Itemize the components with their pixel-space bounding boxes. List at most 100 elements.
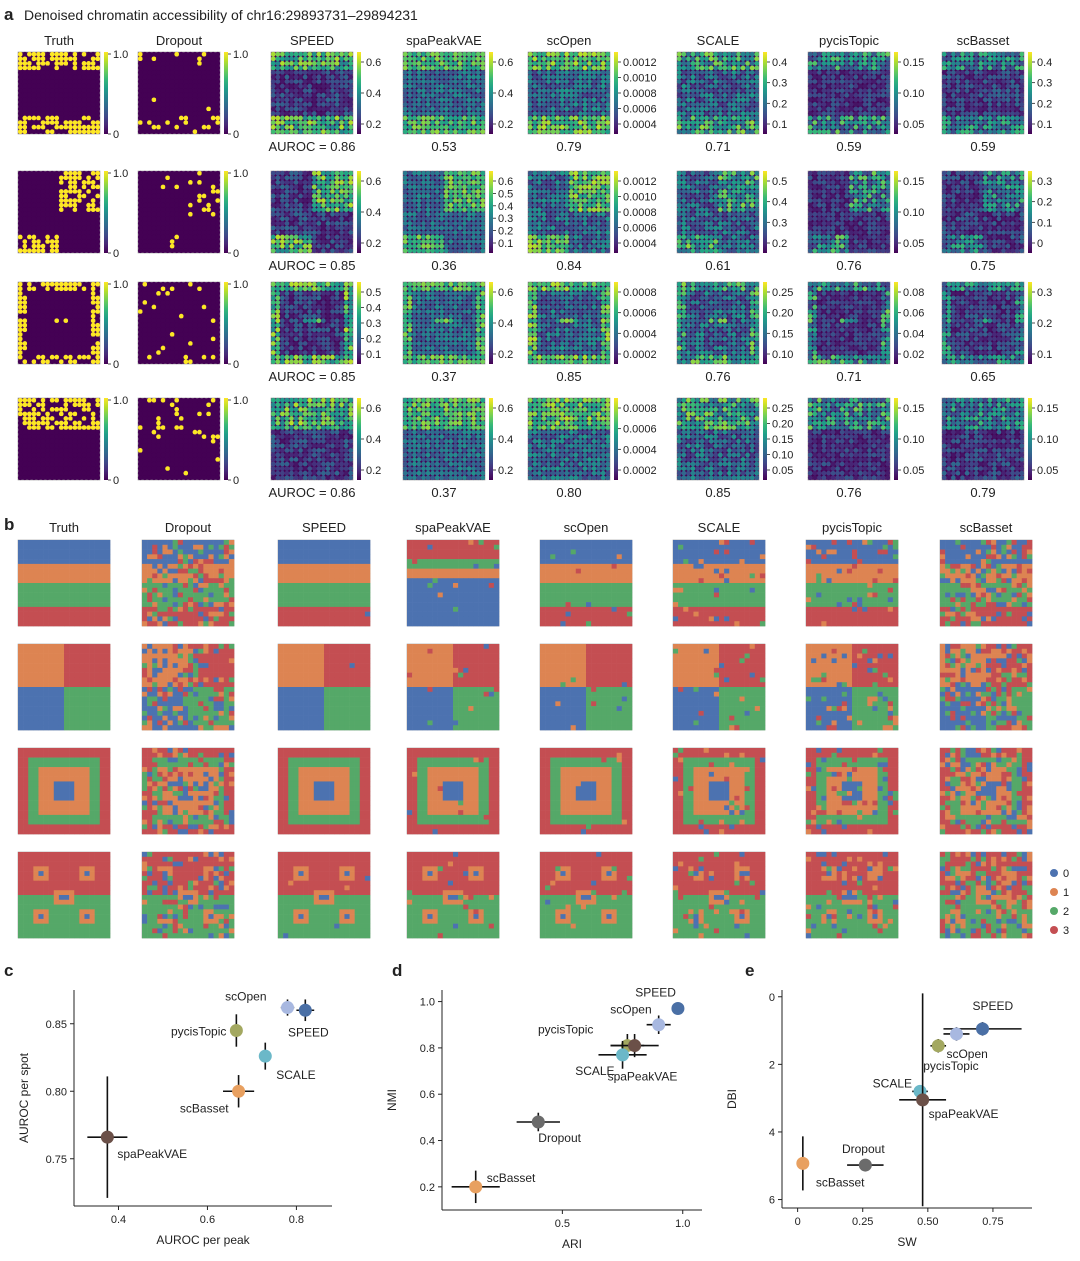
heatmap-spot [72,111,78,116]
heatmap-spot [537,170,542,176]
heatmap-spot [289,202,294,208]
heatmap-spot [699,207,705,213]
heatmap-spot [537,225,542,231]
heatmap-spot [434,129,440,135]
heatmap-spot [964,83,970,89]
heatmap-spot [284,83,290,89]
heatmap-spot [147,175,152,181]
heatmap-spot [1010,88,1015,94]
heatmap-spot [880,74,886,80]
heatmap-spot [425,184,431,190]
heatmap-spot [676,207,682,213]
heatmap-spot [1014,56,1020,62]
heatmap-spot [722,120,728,125]
colorbar [357,52,361,134]
heatmap-spot [871,225,877,231]
heatmap-spot [582,106,588,112]
heatmap-spot [311,239,317,244]
heatmap-spot [1001,88,1006,94]
heatmap-spot [749,189,755,194]
heatmap-spot [537,92,542,98]
heatmap-spot [573,243,579,249]
heatmap-spot [559,248,565,254]
heatmap-spot [147,92,152,98]
heatmap-spot [731,230,737,235]
heatmap-spot [727,211,732,217]
heatmap-spot [81,175,87,181]
heatmap-spot [45,175,50,181]
heatmap-spot [169,51,175,57]
heatmap-spot [982,79,988,84]
colorbar-tick-label: 0.4 [366,88,381,100]
heatmap-spot [302,97,308,103]
heatmap-spot [293,124,299,130]
heatmap-spot [695,92,700,98]
heatmap-spot [835,79,840,84]
heatmap-spot [839,170,845,176]
heatmap-spot [826,175,831,181]
heatmap-spot [302,216,308,222]
heatmap-spot [466,102,472,107]
heatmap-spot [151,221,157,226]
heatmap-spot [946,129,952,135]
heatmap-spot [210,51,216,57]
heatmap-spot [302,243,308,249]
heatmap-spot [582,211,588,217]
heatmap-spot [165,70,170,75]
heatmap-spot [745,65,750,71]
heatmap-spot [22,175,28,181]
heatmap-spot [197,97,202,103]
heatmap-spot [681,92,687,98]
heatmap-spot [844,65,850,71]
heatmap-spot [40,248,46,254]
heatmap-spot [343,65,349,71]
heatmap-spot [587,248,592,254]
colorbar-tick-label: 0.2 [498,119,513,131]
heatmap-spot [1014,111,1020,116]
heatmap-spot [982,97,988,103]
heatmap-spot [555,124,560,130]
heatmap-spot [871,234,877,240]
heatmap-spot [201,211,207,217]
heatmap-spot [280,198,285,203]
heatmap-spot [480,115,486,121]
heatmap-spot [178,88,184,94]
heatmap-spot [188,221,193,226]
heatmap-spot [90,83,96,89]
heatmap-spot [334,92,340,98]
heatmap-spot [188,239,193,244]
heatmap-spot [880,92,886,98]
heatmap-spot [527,79,533,84]
heatmap-spot [275,70,281,75]
heatmap-spot [862,207,868,213]
heatmap-spot [826,243,831,249]
heatmap-spot [858,207,863,213]
heatmap-spot [95,120,101,125]
heatmap-spot [996,120,1002,125]
heatmap-spot [839,198,845,203]
heatmap-spot [969,61,974,66]
heatmap-spot [201,225,207,231]
heatmap-spot [81,92,87,98]
heatmap-spot [425,111,431,116]
heatmap-spot [839,243,845,249]
heatmap-spot [284,243,290,249]
heatmap-spot [90,202,96,208]
heatmap-spot [188,225,193,231]
heatmap-spot [334,129,340,135]
heatmap-spot [49,92,55,98]
heatmap-spot [316,175,322,181]
heatmap-frame [17,170,101,254]
heatmap-spot [1005,70,1011,75]
heatmap-spot [578,51,583,57]
colorbar-tick-label: 0.0008 [623,88,657,100]
colorbar [357,171,361,253]
heatmap-spot [302,124,308,130]
heatmap-spot [1019,65,1025,71]
heatmap-spot [848,198,854,203]
heatmap-spot [210,216,216,222]
heatmap-spot [817,88,822,94]
heatmap-spot [676,129,682,135]
heatmap-spot [197,65,202,71]
heatmap-spot [987,92,993,98]
